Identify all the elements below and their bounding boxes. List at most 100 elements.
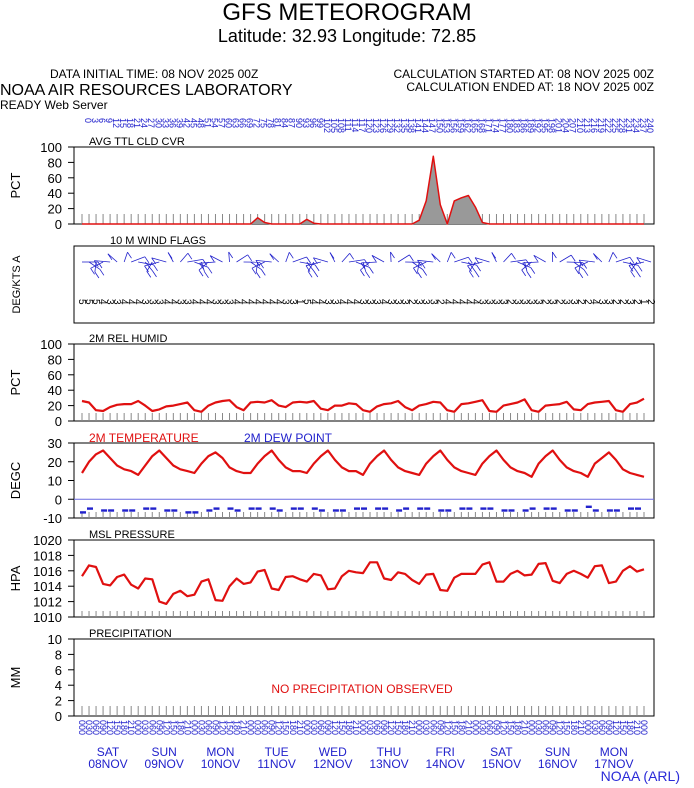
wind-speed-label: 3 <box>561 299 572 305</box>
wind-speed-label: 2 <box>554 299 565 305</box>
bottom-hour-label: 000 <box>358 720 368 735</box>
wind-speed-label: 5 <box>76 299 87 305</box>
wind-speed-label: 3 <box>209 299 220 305</box>
wind-barb <box>94 260 111 263</box>
top-hour-label: 81 <box>273 118 283 128</box>
rh-panel-frame <box>73 343 655 422</box>
bottom-hour-label: 150 <box>168 720 178 735</box>
precip-panel-title: PRECIPITATION <box>89 628 172 640</box>
wind-speed-label: 4 <box>231 299 242 305</box>
top-hour-label: 222 <box>603 118 613 133</box>
wind-speed-label: 3 <box>547 299 558 305</box>
wind-speed-label: 2 <box>406 299 417 305</box>
wind-speed-label: 4 <box>252 299 263 305</box>
day-of-week-label: TUE <box>265 745 289 759</box>
bottom-hour-label: 150 <box>618 720 628 735</box>
wind-barb-flag <box>511 253 516 260</box>
top-hour-label: 63 <box>231 118 241 128</box>
bottom-hour-label: 120 <box>105 720 115 735</box>
bottom-hour-label: 000 <box>302 720 312 735</box>
wind-speed-label: 4 <box>469 299 480 305</box>
top-hour-label: 123 <box>371 118 381 133</box>
wind-barb-flag <box>209 255 215 262</box>
top-hour-label: 69 <box>245 118 255 128</box>
wind-speed-label: 3 <box>329 299 340 305</box>
wind-speed-label: 4 <box>343 299 354 305</box>
wind-speed-label: 3 <box>364 299 375 305</box>
wind-barb-flag <box>269 253 275 260</box>
temp-panel-title: 2M TEMPERATURE <box>89 431 199 445</box>
wind-barb-flag <box>431 253 436 260</box>
wind-speed-label: 3 <box>287 299 298 305</box>
wind-speed-label: 3 <box>624 299 635 305</box>
wind-barb <box>236 254 248 263</box>
bottom-hour-label: 000 <box>246 720 256 735</box>
wind-speed-label: 4 <box>188 299 199 305</box>
bottom-hour-label: 120 <box>161 720 171 735</box>
bottom-hour-label: 180 <box>513 720 523 735</box>
top-hour-label: 72 <box>252 118 262 128</box>
wind-speed-label: 3 <box>413 299 424 305</box>
bottom-hour-label: 210 <box>295 720 305 735</box>
bottom-hour-label: 030 <box>196 720 206 735</box>
wind-speed-label: 2 <box>631 299 642 305</box>
date-label: 15NOV <box>482 757 521 771</box>
wind-barb-flag <box>365 271 371 279</box>
wind-speed-label: 3 <box>490 299 501 305</box>
wind-speed-label: 2 <box>434 299 445 305</box>
top-hour-label: 111 <box>343 118 353 132</box>
top-hour-label: 93 <box>301 118 311 128</box>
wind-barb <box>313 257 328 263</box>
top-hour-label: 75 <box>259 118 269 128</box>
top-hour-label: 204 <box>561 118 571 133</box>
wind-speed-label: 3 <box>174 299 185 305</box>
wind-barb-flag <box>329 252 335 259</box>
wind-barb <box>305 261 321 267</box>
rh-line <box>81 397 645 413</box>
top-hour-label: 192 <box>533 118 543 133</box>
date-label: 16NOV <box>538 757 577 771</box>
top-hour-label: 186 <box>519 118 529 133</box>
pressure-ytick-label: 1016 <box>33 564 62 579</box>
top-hour-label: 90 <box>294 118 304 128</box>
top-hour-label: 87 <box>287 118 297 128</box>
wind-barb <box>503 253 512 263</box>
bottom-hour-label: 180 <box>232 720 242 735</box>
top-hour-label: 99 <box>315 118 325 128</box>
bottom-hour-label: 120 <box>386 720 396 735</box>
bottom-hour-label: 090 <box>154 720 164 735</box>
wind-speed-label: 2 <box>582 299 593 305</box>
bottom-hour-label: 150 <box>449 720 459 735</box>
top-hour-label: 147 <box>427 118 437 133</box>
wind-barb <box>510 259 527 263</box>
top-hour-label: 102 <box>322 118 332 133</box>
wind-barb-flag <box>260 269 266 276</box>
data-initial-time: DATA INITIAL TIME: 08 NOV 2025 00Z <box>50 67 259 81</box>
wind-barb <box>636 257 652 263</box>
wind-barb-flag <box>107 253 113 261</box>
wind-barb-flag <box>167 252 173 259</box>
top-hour-label: 201 <box>554 118 564 133</box>
top-hour-label: 213 <box>582 118 592 133</box>
top-hour-label: 168 <box>476 118 486 133</box>
top-hour-label: 195 <box>540 118 550 133</box>
top-hour-label: 117 <box>357 118 367 132</box>
wind-barb <box>285 252 290 263</box>
top-hour-label: 159 <box>455 118 465 133</box>
day-of-week-label: SAT <box>97 745 120 759</box>
pressure-ytick-label: 1010 <box>33 610 62 625</box>
pressure-line <box>81 561 645 606</box>
wind-barb-flag <box>228 251 234 259</box>
top-hour-label: 162 <box>462 118 472 133</box>
wind-barb <box>608 252 614 263</box>
cloud-ytick-label: 0 <box>55 217 62 232</box>
bottom-hour-label: 030 <box>140 720 150 735</box>
bottom-hour-label: 030 <box>590 720 600 735</box>
precip-ytick-label: 0 <box>55 709 62 724</box>
wind-speed-label: 1 <box>638 299 649 305</box>
precip-ytick-label: 4 <box>55 678 62 693</box>
bottom-hour-label: 000 <box>133 720 143 735</box>
date-label: 12NOV <box>313 757 352 771</box>
wind-speed-label: 3 <box>399 299 410 305</box>
wind-barb <box>390 251 392 263</box>
